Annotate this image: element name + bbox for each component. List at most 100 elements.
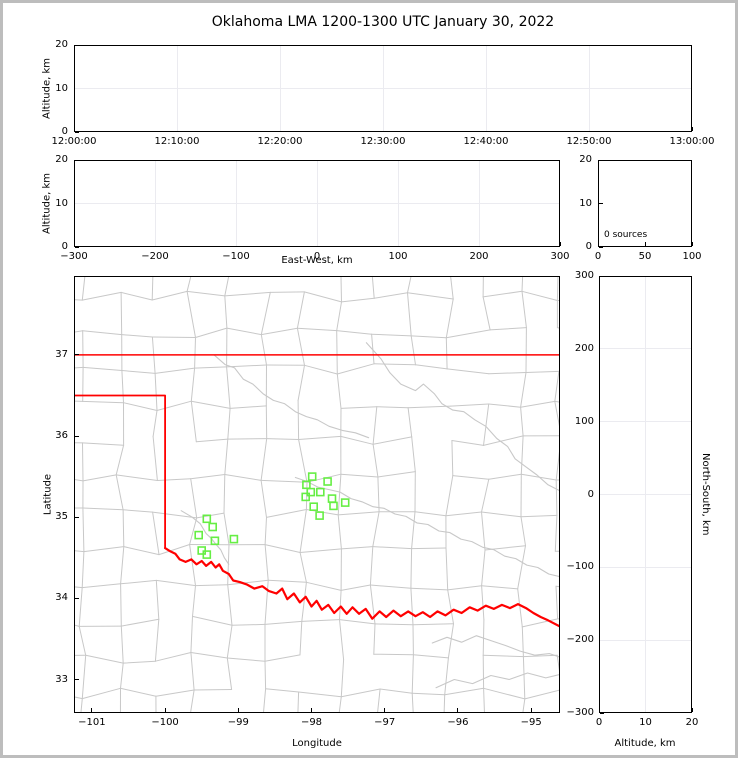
tick-mark	[75, 246, 79, 248]
county-boundary	[115, 474, 124, 511]
lma-station-marker	[316, 487, 325, 497]
county-boundary	[410, 335, 416, 366]
county-boundary	[120, 546, 125, 585]
y-tick-label: 0	[585, 241, 592, 252]
county-boundary	[407, 292, 454, 300]
county-boundary	[372, 406, 378, 445]
x-tick-label: −99	[227, 717, 249, 728]
county-boundary	[483, 435, 524, 446]
county-boundary	[445, 298, 454, 339]
county-boundary	[121, 334, 153, 338]
county-boundary	[120, 625, 124, 664]
gridline	[600, 566, 691, 568]
county-boundary	[80, 698, 83, 712]
tick-mark	[691, 242, 693, 246]
county-boundary	[483, 687, 485, 712]
y-tick-label: 100	[574, 415, 594, 427]
county-boundary	[264, 654, 301, 662]
county-boundary	[81, 277, 86, 301]
county-boundary	[304, 364, 338, 375]
county-boundary	[120, 579, 157, 585]
plot-title: Oklahoma LMA 1200-1300 UTC January 30, 2…	[211, 14, 555, 30]
county-boundary	[445, 475, 454, 517]
tick-mark	[600, 275, 604, 277]
county-boundary	[195, 438, 229, 443]
lma-station-marker	[202, 550, 212, 559]
county-boundary	[194, 366, 228, 369]
county-boundary	[123, 402, 158, 411]
map-ylabel: Latitude	[42, 473, 54, 516]
county-boundary	[340, 406, 378, 409]
county-boundary	[226, 364, 267, 368]
county-boundary	[412, 654, 449, 659]
lma-station-marker	[306, 487, 316, 497]
county-boundary	[299, 620, 303, 656]
county-boundary	[481, 511, 486, 551]
y-tick-label: 20	[55, 39, 68, 50]
county-boundary	[264, 544, 269, 581]
river-line	[365, 342, 559, 491]
y-tick-label: 37	[55, 348, 68, 360]
county-boundary	[75, 299, 83, 301]
x-tick-label: 12:10:00	[154, 136, 200, 147]
county-boundary	[226, 624, 233, 659]
county-boundary	[517, 588, 523, 628]
tick-mark	[384, 708, 386, 712]
tick-mark	[600, 712, 604, 714]
county-boundary	[85, 654, 124, 664]
county-boundary	[81, 654, 87, 700]
county-boundary	[81, 291, 122, 301]
county-boundary	[445, 511, 482, 517]
county-boundary	[266, 438, 300, 440]
oklahoma-county-map	[75, 277, 559, 712]
lma-station-marker	[208, 522, 217, 532]
tick-mark	[311, 708, 312, 712]
county-boundary	[152, 410, 158, 437]
county-boundary	[554, 370, 559, 402]
county-boundary	[75, 586, 83, 589]
county-boundary	[195, 584, 229, 587]
county-boundary	[82, 507, 85, 553]
gridline	[600, 421, 691, 423]
y-tick-label: 10	[55, 197, 68, 209]
y-tick-label: 34	[55, 592, 68, 604]
county-boundary	[152, 436, 158, 481]
county-boundary	[372, 511, 380, 548]
x-tick-label: 13:00:00	[669, 136, 715, 147]
county-boundary	[556, 277, 559, 301]
county-boundary	[260, 327, 298, 336]
county-boundary	[81, 687, 121, 700]
county-boundary	[81, 551, 85, 589]
county-boundary	[226, 366, 231, 409]
county-boundary	[301, 581, 307, 622]
x-tick-label: 12:20:00	[257, 136, 303, 147]
county-boundary	[231, 623, 266, 626]
x-tick-label: −100	[151, 717, 179, 728]
tick-mark	[91, 708, 93, 712]
county-boundary	[120, 291, 123, 336]
map-xlabel: Longitude	[292, 738, 342, 749]
county-boundary	[296, 291, 305, 329]
y-tick-label: 33	[55, 673, 68, 685]
x-tick-label: 20	[685, 717, 699, 728]
county-boundary	[75, 330, 84, 333]
county-boundary	[445, 547, 449, 591]
y-tick-label: −300	[566, 707, 594, 718]
lma-station-marker	[307, 472, 317, 481]
county-boundary	[555, 585, 559, 620]
county-boundary	[376, 406, 409, 409]
lma-station-marker	[210, 536, 220, 546]
county-boundary	[411, 692, 446, 696]
county-boundary	[297, 691, 300, 712]
county-boundary	[482, 619, 485, 656]
county-boundary	[229, 405, 267, 409]
county-boundary	[482, 290, 523, 298]
county-boundary	[483, 403, 490, 446]
lma-station-marker	[302, 480, 311, 490]
county-boundary	[226, 657, 233, 690]
county-boundary	[520, 400, 556, 408]
county-boundary	[120, 291, 153, 301]
northsouth-altitude-panel	[599, 276, 692, 713]
county-boundary	[115, 444, 125, 476]
county-boundary	[82, 330, 123, 336]
